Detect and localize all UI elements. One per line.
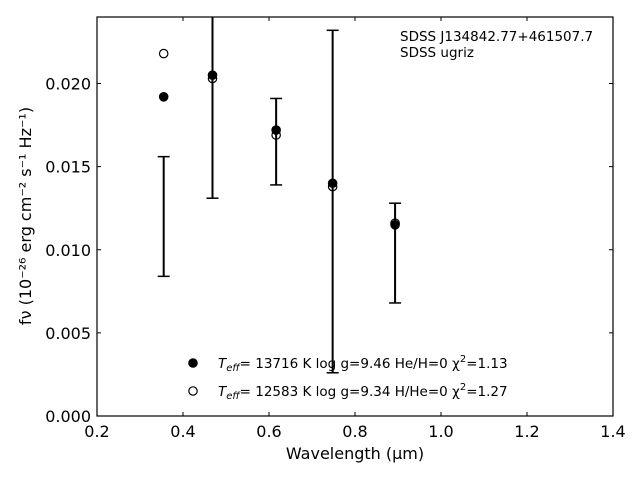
legend-2-sub: eff: [226, 391, 241, 402]
x-axis-ticks: 0.2 0.4 0.6 0.8 1.0 1.2 1.4: [84, 17, 626, 441]
legend-entry-1: Teff= 13716 K log g=9.46 He/H=0 χ2=1.13: [218, 354, 508, 374]
x-tick-label: 0.4: [170, 422, 195, 441]
x-tick-label: 0.2: [84, 422, 109, 441]
open-point: [158, 48, 169, 59]
legend-2-tail: =1.27: [466, 384, 507, 400]
legend-open-marker: [188, 386, 198, 396]
x-tick-label: 0.6: [256, 422, 281, 441]
legend-2-t: T: [218, 384, 228, 400]
legend-entry-2: Teff= 12583 K log g=9.34 H/He=0 χ2=1.27: [218, 382, 508, 402]
y-axis-title: fν (10⁻²⁶ erg cm⁻² s⁻¹ Hz⁻¹): [16, 107, 35, 325]
legend-filled-marker: [188, 358, 198, 368]
legend-2-sup: 2: [460, 382, 466, 393]
legend-1-sup: 2: [460, 354, 466, 365]
error-bars: [157, 17, 402, 374]
y-tick-label: 0.005: [45, 324, 91, 343]
legend: Teff= 13716 K log g=9.46 He/H=0 χ2=1.13 …: [188, 354, 508, 402]
filled-point: [158, 92, 169, 102]
legend-1-sub: eff: [226, 363, 241, 374]
y-tick-label: 0.000: [45, 407, 91, 426]
filled-point: [390, 220, 400, 230]
x-tick-label: 1.4: [600, 422, 625, 441]
model-points: [158, 48, 400, 230]
y-tick-label: 0.015: [45, 158, 91, 177]
filled-point: [327, 178, 338, 189]
legend-1-tail: =1.13: [466, 356, 507, 372]
legend-1-main: = 13716 K log g=9.46 He/H=0 χ: [240, 356, 460, 372]
plot-frame: [96, 16, 614, 417]
x-axis-title: Wavelength (μm): [286, 444, 424, 463]
annotation-line-1: SDSS J134842.77+461507.7: [400, 29, 593, 45]
legend-1-t: T: [218, 356, 228, 372]
filled-point: [207, 70, 218, 80]
x-tick-label: 0.8: [342, 422, 367, 441]
y-tick-label: 0.010: [45, 241, 91, 260]
annotation-line-2: SDSS ugriz: [400, 45, 474, 61]
y-axis-ticks: 0.000 0.005 0.010 0.015 0.020: [45, 75, 613, 426]
x-tick-label: 1.2: [514, 422, 539, 441]
y-tick-label: 0.020: [45, 75, 91, 94]
legend-2-main: = 12583 K log g=9.34 H/He=0 χ: [240, 384, 460, 400]
filled-point: [271, 125, 281, 135]
x-tick-label: 1.0: [428, 422, 453, 441]
